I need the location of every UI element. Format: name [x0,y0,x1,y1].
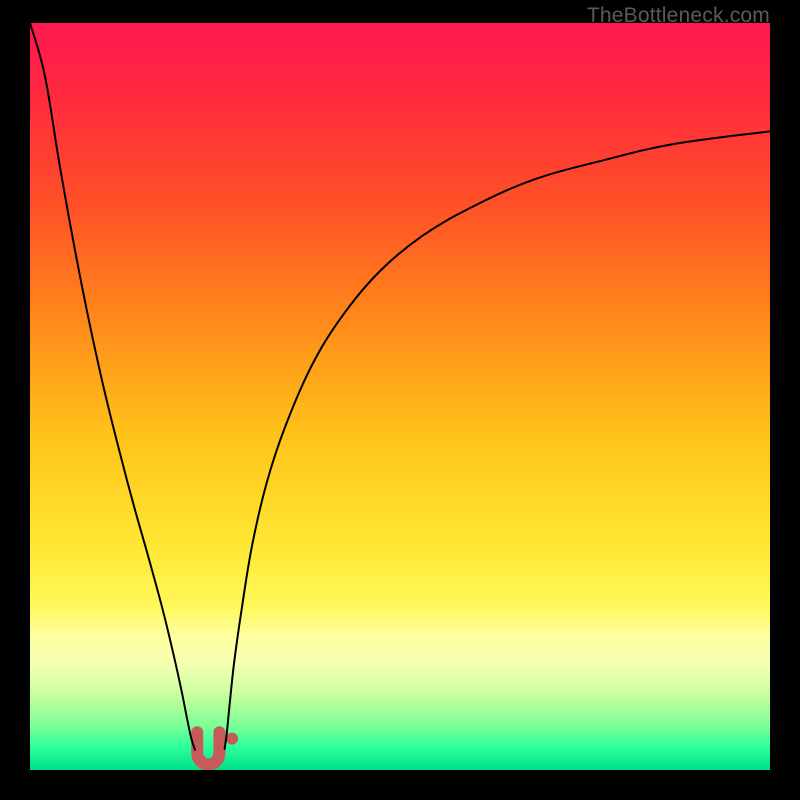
bottleneck-curve-plot [30,23,770,770]
gradient-background [30,23,770,770]
chart-frame: TheBottleneck.com [0,0,800,800]
trough-dot-marker [226,733,238,745]
plot-area [30,23,770,770]
watermark-text: TheBottleneck.com [587,4,770,28]
